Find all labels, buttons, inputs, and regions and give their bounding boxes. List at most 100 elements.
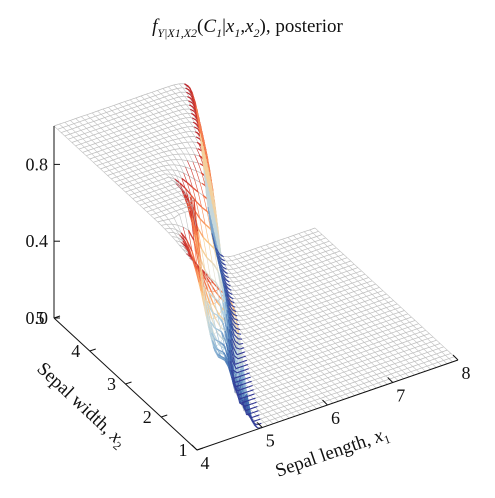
mesh-line	[292, 262, 297, 267]
mesh-line	[135, 201, 141, 206]
mesh-line	[108, 118, 114, 122]
wall-line	[248, 384, 253, 388]
mesh-line	[299, 308, 306, 311]
mesh-line	[369, 299, 375, 304]
mesh-line	[199, 256, 204, 279]
mesh-line	[138, 141, 143, 146]
mesh-line	[300, 386, 305, 391]
wall-line	[232, 382, 238, 392]
mesh-line	[122, 120, 127, 125]
mesh-line	[300, 371, 307, 374]
mesh-line	[315, 329, 322, 333]
mesh-line	[260, 405, 265, 409]
mesh-line	[326, 271, 333, 275]
mesh-line	[171, 117, 176, 122]
mesh-line	[134, 163, 141, 167]
mesh-line	[311, 314, 317, 319]
mesh-line	[258, 383, 263, 387]
mesh-line	[149, 163, 155, 167]
mesh-line	[316, 381, 321, 385]
mesh-line	[350, 260, 355, 265]
mesh-line	[291, 342, 298, 346]
mesh-line	[327, 361, 334, 365]
mesh-line	[266, 319, 273, 322]
mesh-line	[302, 313, 308, 318]
mesh-line	[145, 160, 152, 163]
mesh-line	[393, 312, 400, 315]
mesh-line	[102, 161, 108, 165]
mesh-line	[246, 323, 251, 328]
mesh-line	[130, 176, 135, 181]
mesh-line	[179, 211, 186, 215]
mesh-line	[418, 350, 423, 355]
mesh-line	[402, 329, 407, 333]
mesh-line	[163, 137, 168, 142]
mesh-line	[139, 175, 146, 179]
mesh-line	[309, 360, 314, 365]
mesh-line	[328, 320, 334, 324]
mesh-line	[382, 356, 388, 360]
mesh-line	[366, 321, 372, 324]
mesh-line	[293, 311, 299, 316]
mesh-line	[371, 307, 376, 312]
mesh-line	[314, 268, 319, 273]
mesh-line	[189, 251, 194, 263]
mesh-line	[284, 349, 291, 353]
mesh-line	[328, 295, 333, 300]
mesh-line	[224, 264, 229, 270]
mesh-line	[163, 124, 168, 128]
mesh-line	[249, 408, 254, 413]
mesh-line	[362, 318, 369, 321]
mesh-line	[267, 398, 272, 402]
mesh-line	[181, 177, 188, 184]
mesh-line	[263, 422, 268, 426]
mesh-line	[352, 267, 359, 270]
mesh-line	[129, 113, 134, 117]
mesh-line	[380, 320, 387, 324]
mesh-line	[324, 358, 330, 362]
mesh-line	[310, 249, 317, 253]
mesh-line	[318, 387, 325, 391]
wall-line	[239, 365, 245, 368]
mesh-line	[340, 325, 347, 329]
mesh-line	[301, 316, 307, 320]
mesh-line	[138, 98, 145, 102]
mesh-line	[358, 316, 363, 321]
mesh-line	[299, 335, 305, 338]
mesh-line	[317, 326, 322, 331]
mesh-line	[286, 385, 292, 388]
mesh-line	[273, 382, 278, 387]
mesh-line	[306, 371, 310, 376]
mesh-line	[436, 351, 442, 355]
mesh-line	[266, 360, 273, 363]
mesh-line	[373, 314, 380, 317]
mesh-line	[382, 345, 387, 349]
mesh-line	[252, 333, 259, 337]
mesh-line	[307, 260, 313, 263]
y-axis-label: Sepal width, x2	[31, 358, 130, 453]
mesh-line	[310, 279, 315, 283]
mesh-line	[250, 338, 257, 342]
mesh-line	[257, 360, 262, 365]
mesh-line	[155, 199, 160, 204]
mesh-line	[333, 373, 339, 377]
mesh-line	[179, 198, 186, 201]
mesh-line	[193, 200, 198, 232]
mesh-line	[291, 399, 296, 403]
mesh-line	[197, 253, 202, 277]
mesh-line	[295, 334, 300, 338]
mesh-line	[344, 342, 351, 346]
mesh-line	[244, 252, 249, 256]
mesh-line	[339, 291, 344, 296]
mesh-line	[162, 127, 168, 130]
mesh-line	[240, 274, 247, 277]
mesh-line	[305, 292, 311, 296]
mesh-line	[289, 270, 295, 274]
mesh-line	[265, 269, 272, 273]
mesh-line	[100, 141, 105, 146]
mesh-line	[369, 381, 374, 386]
mesh-line	[239, 329, 244, 335]
mesh-line	[340, 339, 347, 342]
mesh-line	[239, 302, 244, 307]
mesh-line	[87, 148, 94, 151]
